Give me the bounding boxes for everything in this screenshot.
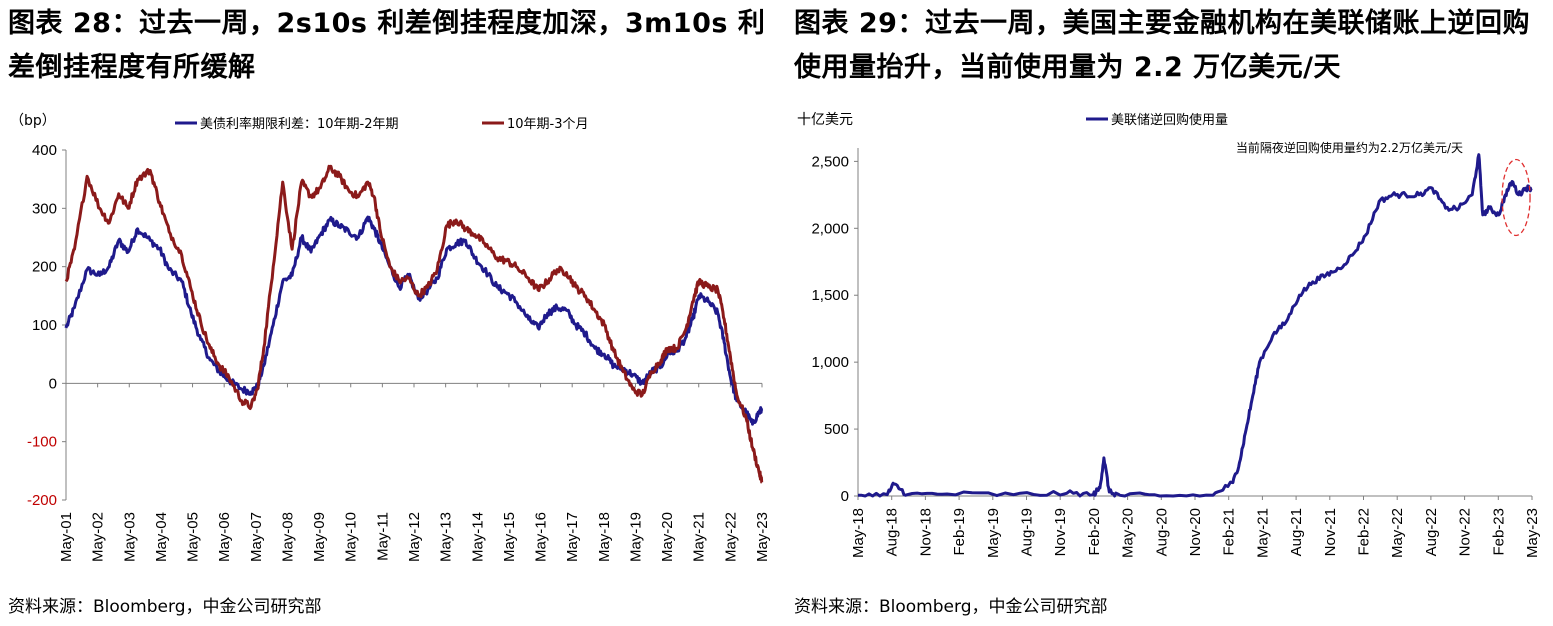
x-tick-label: Feb-22: [1356, 508, 1373, 556]
series-line-1: [858, 153, 1533, 498]
x-tick-label: May-22: [722, 512, 739, 562]
x-tick-label: Nov-18: [917, 508, 934, 556]
x-tick-label: Nov-19: [1052, 508, 1069, 556]
right-chart-title: 图表 29：过去一周，美国主要金融机构在美联储账上逆回购使用量抬升，当前使用量为…: [794, 8, 1530, 83]
x-tick-label: May-20: [1120, 508, 1137, 558]
y-tick-label: 300: [32, 200, 57, 217]
right-chart-panel: 图表 29：过去一周，美国主要金融机构在美联储账上逆回购使用量抬升，当前使用量为…: [786, 0, 1553, 626]
x-tick-label: Aug-22: [1423, 508, 1440, 556]
x-tick-label: May-18: [596, 512, 613, 562]
left-chart-panel: 图表 28：过去一周，2s10s 利差倒挂程度加深，3m10s 利差倒挂程度有所…: [0, 0, 771, 626]
x-tick-label: May-17: [564, 512, 581, 562]
y-tick-label: 1,000: [811, 354, 849, 371]
y-tick-label: 2,500: [811, 153, 849, 170]
right-chart-source: 资料来源：Bloomberg，中金公司研究部: [794, 597, 1108, 617]
x-tick-label: May-23: [754, 512, 771, 562]
x-tick-label: Aug-21: [1288, 508, 1305, 556]
x-tick-label: May-02: [90, 512, 107, 562]
x-tick-label: May-16: [533, 512, 550, 562]
annotation-dashed-circle: [1501, 158, 1531, 237]
x-tick-label: May-03: [121, 512, 138, 562]
y-tick-label: 2,000: [811, 220, 849, 237]
x-tick-label: Feb-21: [1221, 508, 1238, 556]
x-tick-label: May-19: [627, 512, 644, 562]
x-tick-label: Nov-20: [1187, 508, 1204, 556]
x-tick-label: May-05: [185, 512, 202, 562]
x-tick-label: May-13: [438, 512, 455, 562]
x-tick-label: May-11: [374, 512, 391, 561]
x-tick-label: Aug-18: [884, 508, 901, 556]
x-tick-label: May-04: [153, 512, 170, 562]
left-chart-title: 图表 28：过去一周，2s10s 利差倒挂程度加深，3m10s 利差倒挂程度有所…: [8, 8, 766, 83]
x-tick-label: Nov-21: [1322, 508, 1339, 556]
legend-label: 美债利率期限利差：10年期-2年期: [200, 116, 399, 132]
legend-label: 美联储逆回购使用量: [1111, 112, 1228, 128]
y-tick-label: -200: [27, 492, 57, 509]
x-tick-label: Aug-20: [1153, 508, 1170, 556]
y-tick-label: 400: [32, 142, 57, 159]
x-tick-label: Nov-22: [1457, 508, 1474, 556]
x-tick-label: May-12: [406, 512, 423, 562]
x-tick-label: May-22: [1389, 508, 1406, 558]
x-tick-label: May-08: [279, 512, 296, 562]
x-tick-label: May-21: [1254, 508, 1271, 558]
left-chart-source: 资料来源：Bloomberg，中金公司研究部: [8, 597, 322, 617]
x-tick-label: May-14: [469, 512, 486, 562]
y-tick-label: 0: [841, 488, 849, 505]
x-tick-label: May-21: [691, 512, 708, 562]
y-tick-label: 0: [49, 375, 57, 392]
x-tick-label: May-06: [216, 512, 233, 562]
series-line-1: [64, 215, 764, 426]
legend-label: 10年期-3个月: [507, 117, 589, 132]
series-line-2: [64, 164, 764, 484]
y-tick-label: 200: [32, 259, 57, 276]
x-tick-label: May-18: [850, 508, 867, 558]
y-unit-label: （bp）: [10, 113, 56, 129]
x-tick-label: May-07: [248, 512, 265, 562]
x-tick-label: May-23: [1524, 508, 1541, 558]
x-tick-label: Feb-19: [951, 508, 968, 556]
x-tick-label: Feb-23: [1490, 508, 1507, 556]
x-tick-label: May-09: [311, 512, 328, 562]
y-tick-label: 500: [824, 421, 849, 438]
x-tick-label: Feb-20: [1086, 508, 1103, 556]
x-tick-label: May-15: [501, 512, 518, 562]
x-tick-label: May-19: [985, 508, 1002, 558]
y-tick-label: -100: [27, 434, 57, 451]
y-unit-label: 十亿美元: [797, 112, 853, 128]
x-tick-label: May-01: [58, 512, 75, 562]
x-tick-label: May-10: [343, 512, 360, 562]
y-tick-label: 1,500: [811, 287, 849, 304]
chart-annotation: 当前隔夜逆回购使用量约为2.2万亿美元/天: [1236, 140, 1463, 155]
x-tick-label: May-20: [659, 512, 676, 562]
y-tick-label: 100: [32, 317, 57, 334]
x-tick-label: Aug-19: [1019, 508, 1036, 556]
